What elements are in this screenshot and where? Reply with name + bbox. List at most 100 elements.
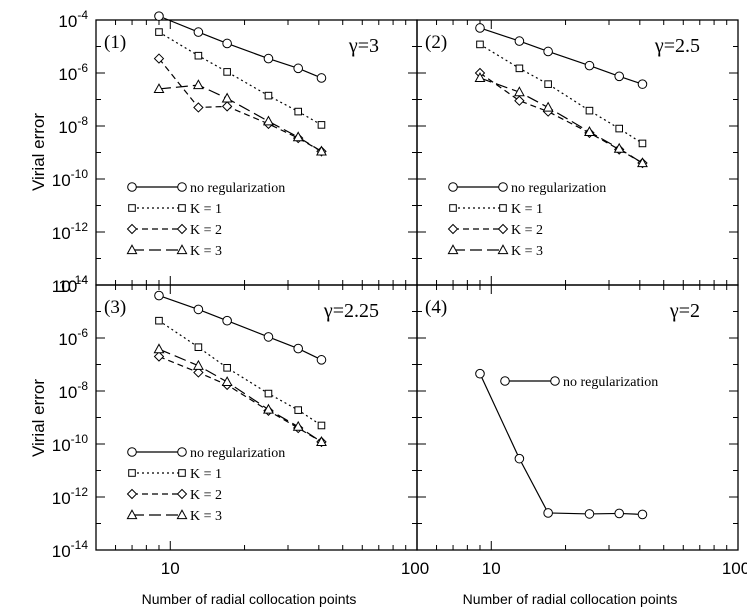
gamma-annotation: γ=2.25 [323, 300, 379, 322]
y-tick-label-base: 10 [52, 171, 71, 190]
data-point [221, 92, 233, 103]
legend-marker [500, 376, 510, 386]
series-1 [475, 23, 648, 89]
plot-frame [416, 284, 739, 551]
legend-label: no regularization [511, 181, 606, 196]
series-1 [154, 11, 327, 83]
data-point [153, 343, 165, 354]
legend-marker [499, 204, 507, 212]
legend-marker [126, 509, 138, 520]
y-tick-label-base: 10 [58, 277, 77, 296]
panel-label: (2) [425, 32, 447, 53]
legend-label: K = 2 [190, 488, 222, 503]
y-tick-label: 10-6 [58, 61, 88, 84]
y-tick-label-exponent: -6 [77, 61, 88, 75]
data-point [154, 290, 164, 301]
data-point [637, 157, 648, 168]
data-point [221, 101, 233, 112]
data-point [193, 102, 204, 113]
y-tick-label: 10-8 [58, 379, 88, 402]
panel-label: (4) [425, 297, 447, 318]
data-point [614, 508, 625, 519]
y-tick-label-base: 10 [52, 224, 71, 243]
data-point [584, 509, 595, 519]
data-point [514, 95, 525, 106]
y-tick-label-base: 10 [58, 12, 77, 31]
x-tick-label: 10 [161, 559, 180, 578]
y-tick-label: 10-10 [52, 432, 89, 455]
data-point [615, 124, 624, 133]
y-tick-label-exponent: -8 [77, 379, 88, 393]
data-point [292, 131, 304, 142]
data-point [613, 142, 625, 153]
data-point [514, 453, 525, 464]
legend-marker [177, 182, 187, 192]
data-point [153, 83, 165, 94]
data-point [263, 403, 274, 414]
data-point [264, 91, 273, 100]
data-point [221, 376, 233, 387]
data-point [475, 368, 485, 379]
y-tick-label: 10-4 [58, 273, 88, 296]
legend-marker [127, 447, 137, 457]
x-tick-label: 100 [722, 559, 747, 578]
legend-label: K = 3 [190, 509, 222, 524]
data-point [476, 40, 484, 49]
data-point [316, 355, 327, 365]
legend-marker [127, 182, 137, 192]
legend-label: no regularization [563, 375, 658, 390]
legend-marker [126, 223, 138, 235]
data-point [584, 126, 595, 136]
data-point [264, 389, 273, 398]
data-point [514, 36, 525, 46]
y-tick-label: 10-6 [58, 326, 88, 349]
y-tick-label-base: 10 [58, 118, 77, 137]
y-tick-label-base: 10 [52, 489, 71, 508]
legend-marker [447, 244, 459, 255]
data-point [316, 73, 327, 83]
legend-label: K = 3 [190, 244, 222, 259]
legend-marker [550, 376, 560, 386]
gamma-annotation: γ=2 [669, 300, 700, 322]
data-point [542, 101, 554, 112]
y-tick-label: 10-14 [52, 538, 89, 561]
x-axis-label-right: Number of radial collocation points [463, 591, 678, 607]
legend-label: K = 1 [511, 202, 543, 217]
data-point [193, 27, 204, 37]
data-point [192, 359, 204, 370]
y-tick-label-exponent: -6 [77, 326, 88, 340]
data-point [155, 28, 163, 36]
series-2 [155, 316, 326, 430]
data-point [614, 71, 625, 82]
y-tick-label-exponent: -14 [71, 273, 89, 287]
legend-entry: no regularization [127, 446, 285, 461]
gamma-annotation: γ=3 [348, 35, 379, 57]
series-1 [475, 368, 648, 520]
data-point [474, 72, 486, 83]
y-tick-label-base: 10 [52, 436, 71, 455]
legend-marker [126, 488, 138, 500]
panel-label: (3) [104, 297, 126, 318]
data-point [544, 80, 552, 88]
legend-entry: K = 2 [126, 223, 222, 238]
legend-marker [448, 182, 458, 192]
y-tick-label-base: 10 [58, 330, 77, 349]
plot-frame [95, 284, 418, 551]
legend-marker [498, 182, 508, 192]
y-tick-label: 10-12 [52, 220, 89, 243]
panel-2: no regularization K = 1 K = 2 K = 3 (2) γ=2.5 [416, 19, 739, 286]
series-2 [155, 28, 326, 129]
data-point [222, 315, 232, 326]
series-line [479, 373, 643, 516]
data-point [294, 107, 303, 116]
legend-entry: K = 1 [128, 467, 222, 482]
plot-frame [95, 19, 418, 286]
legend-marker [497, 223, 509, 235]
y-tick-label-exponent: -12 [71, 220, 89, 234]
legend-marker [176, 223, 188, 235]
legend-marker [176, 244, 188, 255]
legend-marker [178, 469, 186, 477]
